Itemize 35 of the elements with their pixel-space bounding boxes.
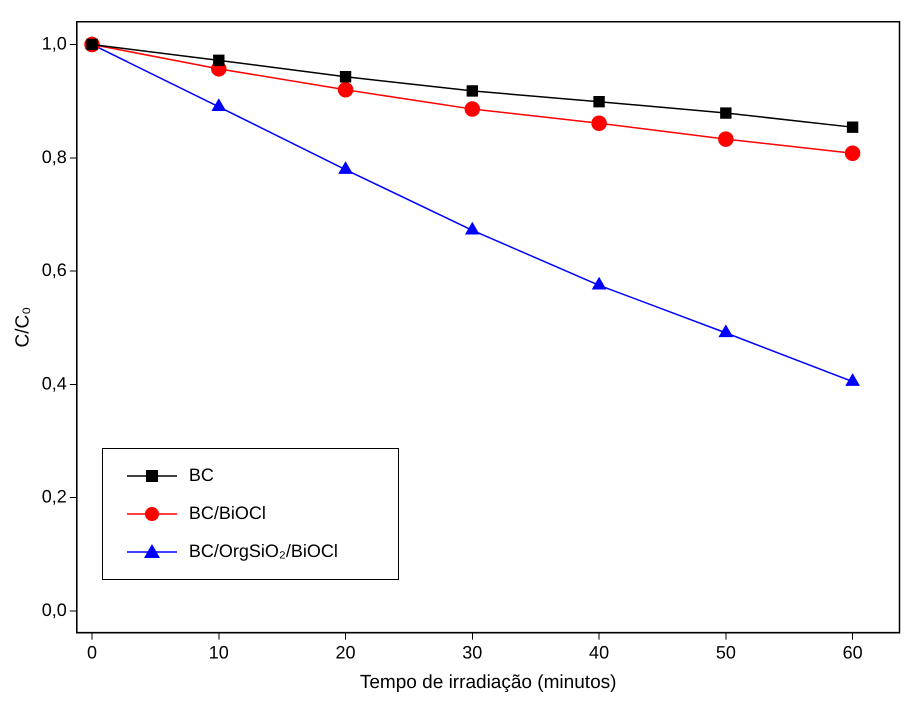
x-tick-label: 30 bbox=[462, 642, 482, 662]
point bbox=[720, 107, 732, 119]
point bbox=[591, 115, 607, 131]
legend-label: BC bbox=[188, 465, 214, 486]
y-tick-label: 0,0 bbox=[42, 600, 67, 620]
y-tick-label: 0,4 bbox=[42, 373, 67, 394]
legend-label: BC/BiOCl bbox=[188, 503, 266, 524]
x-tick-label: 40 bbox=[589, 642, 610, 662]
y-tick-label: 1,0 bbox=[42, 33, 67, 54]
y-tick-label: 0,6 bbox=[42, 260, 67, 280]
point bbox=[338, 82, 354, 98]
point bbox=[844, 146, 860, 162]
y-tick-label: 0,2 bbox=[42, 486, 67, 507]
x-tick-label: 20 bbox=[336, 642, 356, 662]
x-axis-title: Tempo de irradiação (minutos) bbox=[360, 672, 616, 693]
point bbox=[464, 101, 480, 117]
point bbox=[593, 96, 605, 108]
point bbox=[466, 85, 478, 97]
x-tick-label: 50 bbox=[716, 642, 736, 662]
x-tick-label: 0 bbox=[87, 642, 98, 662]
x-tick-label: 60 bbox=[842, 642, 863, 662]
point bbox=[338, 162, 352, 174]
point bbox=[466, 222, 480, 235]
point bbox=[718, 131, 734, 147]
y-tick-label: 0,8 bbox=[42, 146, 67, 167]
point bbox=[719, 325, 733, 338]
point bbox=[592, 278, 606, 290]
y-axis-title: C/C₀ bbox=[12, 306, 34, 348]
point bbox=[846, 121, 858, 133]
x-tick-label: 10 bbox=[208, 642, 229, 662]
point bbox=[213, 54, 224, 66]
point bbox=[846, 374, 860, 386]
point bbox=[212, 99, 226, 112]
legend-label: BC/OrgSiO₂/BiOCl bbox=[188, 541, 338, 562]
point bbox=[340, 71, 352, 82]
